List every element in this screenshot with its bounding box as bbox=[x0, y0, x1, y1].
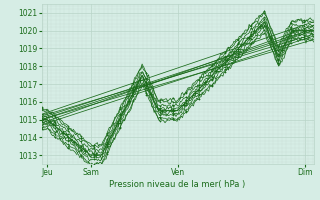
X-axis label: Pression niveau de la mer( hPa ): Pression niveau de la mer( hPa ) bbox=[109, 180, 246, 189]
